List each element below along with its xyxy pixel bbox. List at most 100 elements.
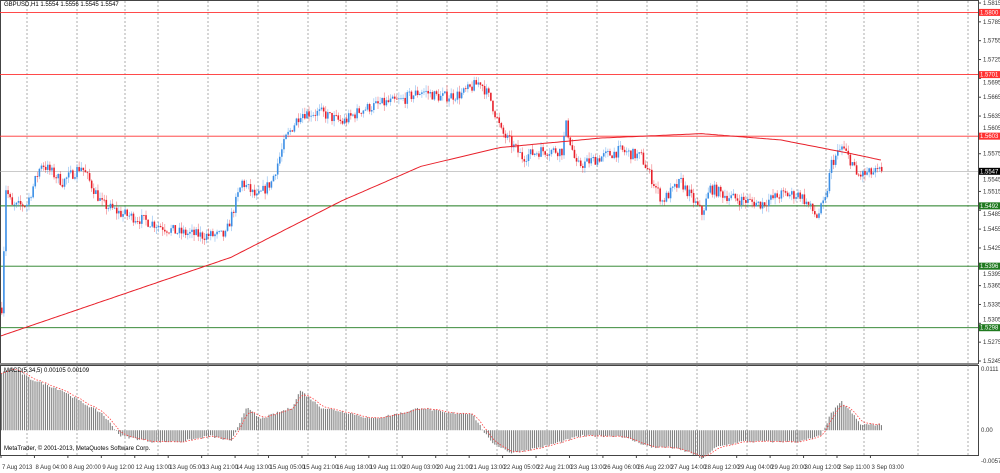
candle-body — [454, 99, 457, 101]
candle-body — [414, 90, 417, 96]
candle-body — [299, 118, 302, 123]
macd-bar — [688, 430, 690, 452]
candle-body — [600, 156, 603, 162]
candle-body — [483, 86, 486, 95]
macd-bar — [11, 367, 13, 431]
macd-bar — [747, 430, 749, 443]
macd-bar — [289, 408, 291, 431]
level-label: 1.5603 — [980, 134, 999, 140]
macd-bar — [818, 430, 820, 436]
macd-bar — [268, 414, 270, 431]
macd-bar — [487, 430, 490, 438]
x-tick-label: 29 Aug 20:00 — [771, 465, 807, 471]
candle-body — [477, 82, 480, 85]
macd-bar — [251, 411, 253, 431]
x-tick-label: 8 Aug 04:00 — [35, 465, 68, 471]
candle-body — [870, 168, 873, 175]
level-label: 1.5800 — [980, 10, 999, 16]
candle-body — [763, 202, 766, 206]
candle-body — [368, 104, 371, 112]
candle-body — [320, 107, 323, 110]
candle-body — [659, 188, 661, 202]
macd-bar — [477, 422, 479, 431]
macd-bar — [613, 430, 615, 437]
candle-body — [577, 160, 580, 162]
candle-body — [841, 146, 843, 150]
macd-bar — [57, 389, 59, 431]
macd-bar — [464, 413, 467, 431]
candle-body — [713, 184, 716, 195]
macd-bar — [772, 430, 774, 443]
candle-body — [174, 225, 177, 234]
candle-body — [559, 148, 561, 157]
candle-body — [880, 166, 883, 172]
candle-body — [751, 199, 753, 202]
candle-body — [868, 168, 870, 173]
candle-body — [596, 158, 599, 165]
macd-bar — [722, 430, 724, 446]
macd-bar — [295, 399, 297, 431]
macd-bar — [506, 430, 508, 452]
candle-body — [318, 109, 321, 111]
candle-body — [475, 80, 478, 85]
macd-bar — [314, 401, 316, 431]
x-tick-label: 7 Aug 2013 — [2, 465, 33, 471]
macd-bar — [26, 375, 28, 431]
macd-bar — [682, 430, 684, 451]
candle-body — [755, 202, 758, 207]
macd-bar — [793, 430, 795, 442]
candle-body — [830, 159, 833, 173]
macd-bar — [278, 412, 281, 431]
macd-bar — [625, 430, 628, 438]
candle-body — [853, 162, 856, 166]
candle-body — [722, 191, 724, 198]
candle-body — [782, 190, 785, 192]
candle-body — [757, 201, 760, 203]
macd-bar — [30, 379, 32, 431]
candle-body — [778, 197, 781, 199]
macd-bar — [542, 430, 544, 448]
candle-body — [546, 154, 549, 156]
candle-body — [655, 186, 657, 188]
macd-bar — [816, 430, 818, 437]
candle-body — [584, 161, 586, 168]
macd-bar — [556, 430, 559, 443]
macd-bar — [456, 413, 458, 431]
chart-title: GBPUSD,H1 1.5554 1.5556 1.5545 1.5547 — [4, 2, 119, 8]
macd-bar — [736, 430, 738, 444]
macd-bar — [226, 430, 228, 440]
macd-bar — [628, 430, 630, 439]
candle-body — [508, 135, 511, 137]
macd-bar — [111, 426, 113, 431]
candle-body — [168, 232, 170, 234]
candle-body — [375, 101, 377, 104]
candle-body — [586, 158, 588, 162]
candle-body — [232, 211, 235, 213]
candle-body — [607, 151, 609, 152]
candle-body — [270, 181, 273, 188]
candle-body — [274, 174, 277, 176]
macd-bar — [590, 430, 592, 436]
macd-bar — [90, 406, 92, 431]
macd-bar — [32, 380, 34, 431]
candle-body — [314, 114, 317, 116]
macd-bar — [143, 430, 145, 441]
macd-bar — [749, 430, 751, 442]
macd-bar — [857, 421, 859, 431]
macd-bar — [433, 409, 435, 431]
y-tick-label: 1.5815 — [983, 1, 1000, 7]
macd-bar — [500, 430, 502, 448]
candle-body — [99, 198, 101, 201]
macd-bar — [400, 412, 402, 431]
candle-body — [151, 221, 154, 227]
candle-body — [579, 160, 582, 167]
candle-body — [226, 223, 229, 231]
candle-body — [791, 191, 793, 195]
macd-bar — [370, 417, 373, 431]
candle-body — [78, 167, 80, 172]
macd-bar — [230, 430, 232, 441]
candle-body — [262, 185, 264, 191]
x-tick-label: 15 Aug 21:00 — [303, 465, 339, 471]
x-tick-label: 16 Aug 18:00 — [336, 465, 372, 471]
